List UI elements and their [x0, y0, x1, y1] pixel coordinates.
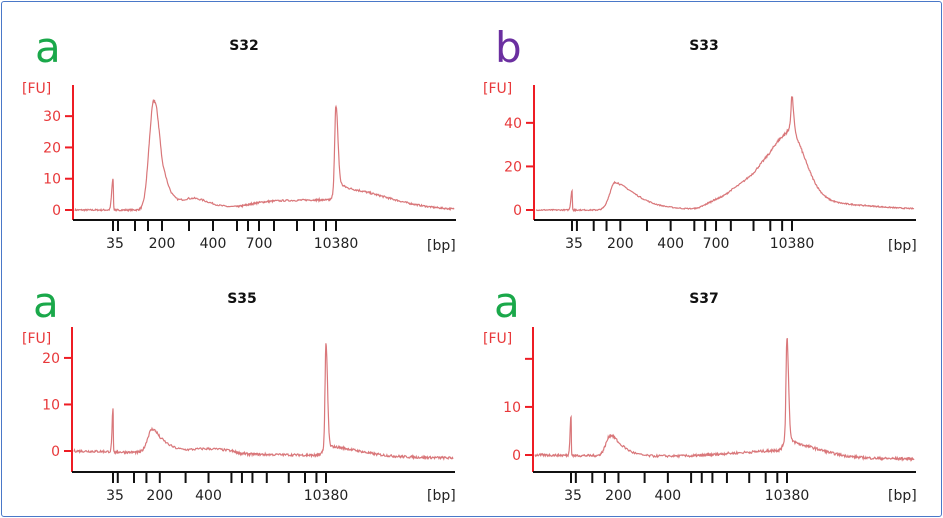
y-tick-label: 0	[513, 203, 522, 219]
x-tick-label: 200	[605, 488, 632, 504]
chart-title: S37	[689, 291, 719, 307]
x-tick-label: 400	[200, 236, 227, 252]
x-tick-label: 10380	[770, 236, 815, 252]
y-tick-label: 40	[504, 116, 522, 132]
trace-s32	[74, 99, 455, 213]
panel-label: a	[35, 23, 61, 72]
y-axis-label: [FU]	[22, 81, 51, 97]
chart-title: S32	[229, 38, 259, 54]
y-tick-label: 0	[52, 203, 61, 219]
panel-s35: a S35 [FU] [bp] 0 10 20 35 200 400 10380	[22, 278, 456, 504]
trace-s37	[534, 338, 915, 463]
x-tick-label: 400	[195, 488, 222, 504]
x-tick-label: 700	[246, 236, 273, 252]
x-axis-label: [bp]	[427, 488, 456, 504]
x-tick-label: 200	[149, 236, 176, 252]
trace-s35	[73, 343, 454, 461]
y-tick-label: 20	[504, 159, 522, 175]
y-axis-label: [FU]	[22, 331, 51, 347]
x-axis-label: [bp]	[427, 238, 456, 254]
x-tick-label: 400	[657, 236, 684, 252]
chart-title: S35	[227, 291, 257, 307]
panel-label: a	[33, 278, 59, 327]
panel-s33: b S33 [FU] [bp] 0 20 40 35 200 400 700 10380	[483, 23, 917, 254]
panel-s37: a S37 [FU] [bp] 0 10 35 200 400 10380	[483, 278, 917, 504]
x-tick-label: 10380	[304, 488, 349, 504]
y-axis-label: [FU]	[483, 331, 512, 347]
x-tick-label: 400	[654, 488, 681, 504]
x-tick-label: 35	[565, 236, 583, 252]
trace-s33	[535, 96, 915, 213]
panel-label: b	[495, 23, 522, 72]
x-tick-label: 700	[703, 236, 730, 252]
y-tick-label: 20	[42, 351, 60, 367]
chart-title: S33	[689, 38, 719, 54]
panel-s32: a S32 [FU] [bp] 0 10 20 30 35 200 400 700 10380	[22, 23, 456, 254]
y-tick-label: 0	[512, 448, 521, 464]
y-tick-label: 20	[43, 140, 61, 156]
x-tick-label: 35	[106, 236, 124, 252]
x-tick-label: 200	[146, 488, 173, 504]
x-tick-label: 35	[564, 488, 582, 504]
panel-label: a	[494, 278, 520, 327]
x-axis-label: [bp]	[888, 238, 917, 254]
x-tick-label: 10380	[314, 236, 359, 252]
y-axis-label: [FU]	[483, 81, 512, 97]
y-tick-label: 0	[51, 444, 60, 460]
x-axis-label: [bp]	[888, 488, 917, 504]
y-tick-label: 10	[43, 172, 61, 188]
y-tick-label: 10	[42, 397, 60, 413]
x-tick-label: 35	[106, 488, 124, 504]
x-tick-label: 200	[607, 236, 634, 252]
x-tick-label: 10380	[765, 488, 810, 504]
y-tick-label: 30	[43, 109, 61, 125]
y-tick-label: 10	[503, 400, 521, 416]
